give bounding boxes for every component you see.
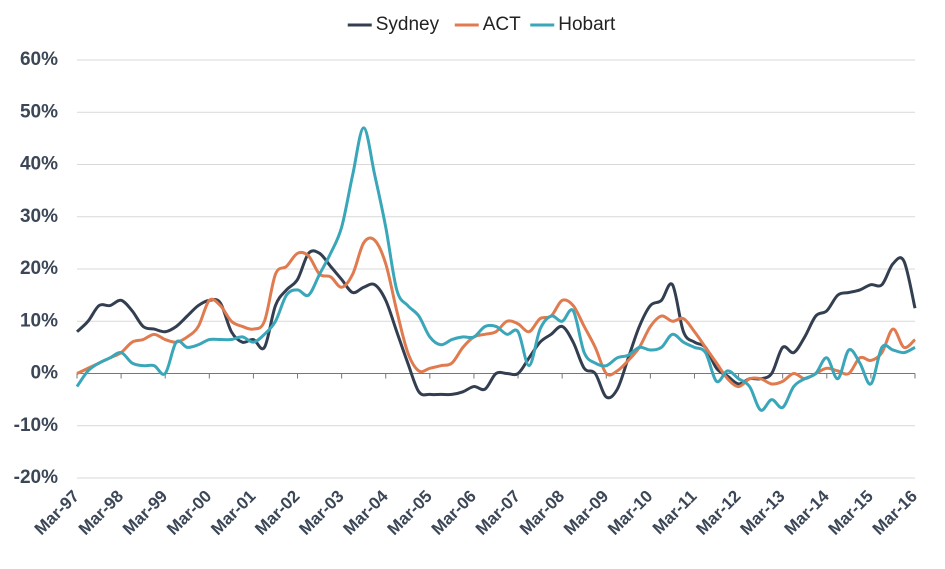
x-tick-label: Mar-08 xyxy=(516,487,568,539)
y-tick-label: 30% xyxy=(20,206,58,227)
y-tick-label: 50% xyxy=(20,101,58,122)
x-tick-label: Mar-02 xyxy=(251,487,303,539)
x-tick-label: Mar-11 xyxy=(649,487,701,539)
x-tick-label: Mar-04 xyxy=(340,486,393,539)
x-tick-label: Mar-16 xyxy=(869,487,921,539)
x-tick-label: Mar-12 xyxy=(692,487,744,539)
legend-label: ACT xyxy=(483,14,521,35)
x-tick-label: Mar-03 xyxy=(295,487,347,539)
x-tick-label: Mar-09 xyxy=(560,487,612,539)
legend-label: Hobart xyxy=(558,14,616,35)
x-tick-label: Mar-14 xyxy=(781,486,834,539)
series-line xyxy=(75,249,917,400)
x-tick-label: Mar-07 xyxy=(472,487,524,539)
x-tick-label: Mar-13 xyxy=(736,487,788,539)
legend-label: Sydney xyxy=(376,14,440,35)
y-tick-label: 60% xyxy=(20,49,58,70)
y-tick-label: 20% xyxy=(20,258,58,279)
x-tick-label: Mar-97 xyxy=(31,487,83,539)
x-tick-label: Mar-05 xyxy=(384,487,436,539)
y-tick-label: -10% xyxy=(14,415,58,436)
x-tick-label: Mar-10 xyxy=(604,487,656,539)
x-tick-label: Mar-00 xyxy=(163,487,215,539)
y-tick-label: -20% xyxy=(14,467,58,488)
x-tick-label: Mar-15 xyxy=(825,487,877,539)
y-tick-label: 0% xyxy=(31,363,59,384)
series-line xyxy=(76,236,917,389)
y-tick-label: 10% xyxy=(20,310,58,331)
x-tick-label: Mar-06 xyxy=(428,487,480,539)
series-line xyxy=(75,126,916,412)
x-tick-label: Mar-99 xyxy=(119,487,171,539)
y-tick-label: 40% xyxy=(20,154,58,175)
x-tick-label: Mar-98 xyxy=(75,487,127,539)
x-tick-label: Mar-01 xyxy=(207,487,259,539)
